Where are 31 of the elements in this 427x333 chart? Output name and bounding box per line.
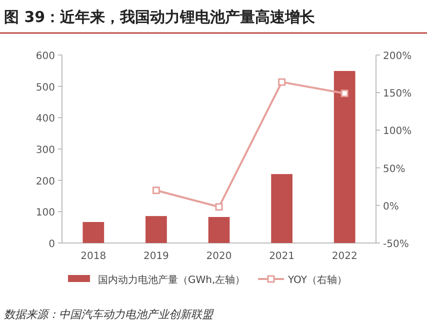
y-tick-label: 600 — [36, 51, 55, 62]
y-tick-label: 500 — [36, 82, 55, 94]
x-tick-label: 2019 — [143, 251, 169, 262]
x-tick-label: 2022 — [332, 251, 358, 262]
point — [278, 78, 286, 86]
y-tick-label: 200 — [36, 176, 55, 188]
y2-tick-label: 150% — [383, 88, 412, 100]
legend-label: 国内动力电池产量（GWh,左轴） — [98, 274, 246, 286]
y2-tick-label: 0% — [383, 201, 399, 212]
point — [215, 203, 223, 211]
y2-tick-label: 100% — [383, 126, 412, 138]
bar — [334, 70, 356, 243]
source-note: 数据来源：中国汽车动力电池产业创新联盟 — [4, 308, 214, 321]
x-tick-label: 2021 — [269, 251, 295, 262]
bar — [82, 222, 104, 243]
y2-tick-label: 200% — [383, 51, 412, 62]
y-tick-label: 100 — [36, 208, 55, 219]
bar — [271, 174, 292, 243]
y-tick-label: 300 — [36, 145, 55, 156]
legend-label: YOY（右轴） — [287, 274, 347, 286]
x-tick-label: 2020 — [206, 251, 232, 262]
y-tick-label: 0 — [48, 239, 55, 250]
y-tick-label: 400 — [36, 114, 55, 125]
point — [340, 90, 348, 98]
y2-tick-label: 50% — [383, 164, 406, 175]
chart-title: 图 39：近年来，我国动力锂电池产量高速增长 — [4, 8, 316, 26]
y2-tick-label: -50% — [383, 239, 409, 250]
x-tick-label: 2018 — [80, 251, 106, 262]
bar — [146, 216, 167, 243]
bar — [208, 216, 230, 243]
point — [152, 186, 160, 194]
